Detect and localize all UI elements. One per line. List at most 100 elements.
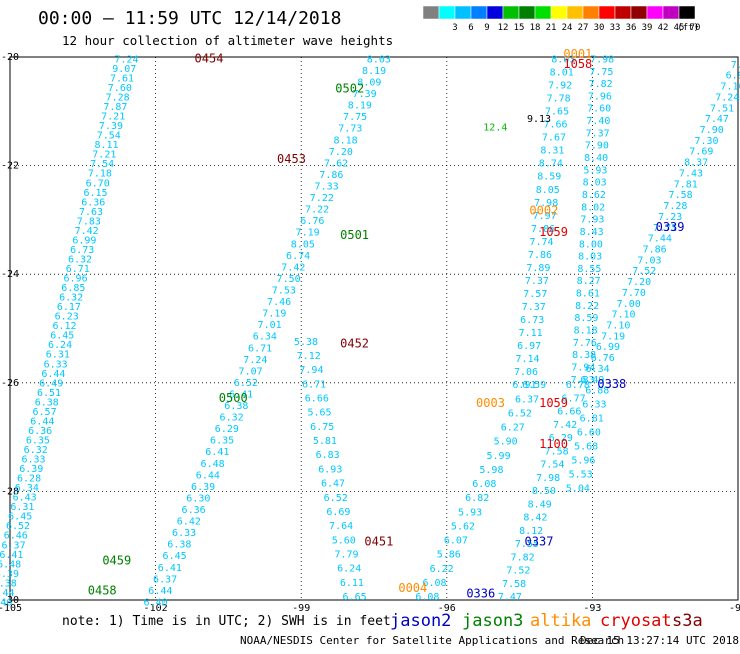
swh-legend: 3 6 9 12 15 18 21 24 27 30 33 36 39 42 45 70(ft) [422,5,700,33]
pass-labels: 0454 0502 0453 0501 0452 0500 0451 0459 0458 0001… [88,47,685,600]
legend-swatch [566,5,584,20]
swh-value: 6.48 [201,459,225,470]
swh-value: 7.28 [106,93,130,104]
swh-value: 8.59 [574,313,598,324]
swh-value: 6.24 [48,340,72,351]
pass-time-label: 0452 [340,337,369,351]
swh-value: 8.18 [574,326,598,337]
special-markers: 9.13 12.4 [483,114,551,133]
swh-value: 7.97 [533,211,557,222]
swh-value: 6.15 [83,188,107,199]
swh-value: 7.75 [589,67,613,78]
swh-value: 7.82 [589,79,613,90]
swh-value: 7.39 [353,89,377,100]
lon-tick-label: -93 [583,603,601,614]
swh-value: 7.19 [296,228,320,239]
note-text: note: 1) Time is in UTC; 2) SWH is in fe… [62,614,391,629]
swh-value: 8.09 [357,78,381,89]
swh-value: 6.71 [302,379,326,390]
swh-value: 7.96 [588,91,612,102]
swh-value: 6.41 [158,563,182,574]
pass-time-label: 0458 [88,584,117,598]
legend-label: 15 [514,23,525,33]
swh-value: 8.38 [572,350,596,361]
swh-value: 7.54 [97,131,121,142]
swh-value: 7.83 [571,375,595,386]
swh-value: 5.93 [583,165,607,176]
swh-value: 8.03 [583,178,607,189]
swh-value: 6.51 [37,388,61,399]
swh-value: 5.90 [494,437,518,448]
lat-tick-label: -30 [1,595,19,606]
swh-value: 7.86 [528,250,552,261]
swh-value: 5.62 [451,521,475,532]
pass-time-label: 1100 [539,437,568,451]
swh-value: 6.74 [286,251,310,262]
swh-value: 6.52 [324,493,348,504]
swh-value: 7.57 [523,289,547,300]
swh-value: 7.62 [324,158,348,169]
swh-value: 6.07 [444,536,468,547]
swh-value: 6.12 [52,321,76,332]
lat-tick-label: -26 [1,378,19,389]
swh-value: 7.86 [531,224,555,235]
swh-value: 8.42 [523,513,547,524]
swh-value: 5.38 [294,337,318,348]
swh-value: 8.01 [550,67,574,78]
pass-time-label: 0004 [398,581,427,595]
credit-time: Dec 15 13:27:14 UTC 2018 [580,634,739,647]
pass-time-label: 0500 [219,391,248,405]
swh-value: 7.19 [601,331,625,342]
swh-value: 6.33 [44,359,68,370]
swh-value: 7.24 [715,92,739,103]
swh-value: 8.62 [582,190,606,201]
swh-value: 7.39 [99,121,123,132]
swh-value: 6.93 [318,464,342,475]
swh-value: 9.07 [112,64,136,75]
swh-value: 7.06 [514,367,538,378]
map-title: 00:00 — 11:59 UTC 12/14/2018 [38,8,341,29]
swh-value: 7.87 [103,102,127,113]
swh-value: 6.37 [153,574,177,585]
swh-value: 8.05 [536,185,560,196]
legend-label: 6 [468,23,473,33]
swh-value: 6.38 [167,540,191,551]
swh-value: 6.65 [343,592,367,603]
lon-tick-label: -102 [144,603,168,614]
swh-value: 6.35 [26,435,50,446]
swh-value: 7.00 [617,299,641,310]
pass-time-label: 1059 [539,225,568,239]
swh-value: 6.48 [0,559,21,570]
swh-value: 6.99 [596,342,620,353]
satellite-name: altika [530,611,591,631]
lat-tick-label: -22 [1,161,19,172]
pass-time-label: 0002 [529,203,558,217]
swh-value: 6.46 [0,597,12,608]
pass-time-label: 0337 [525,535,554,549]
swh-value: 6.49 [39,378,63,389]
swh-value: 7.92 [548,80,572,91]
swh-value: 6.33 [582,400,606,411]
swh-value: 7.24 [114,54,138,65]
swh-value: 6.60 [577,428,601,439]
swh-value: 6.29 [215,424,239,435]
swh-value: 6.45 [163,551,187,562]
swh-value: 7.76 [573,338,597,349]
legend-swatch [550,5,568,20]
swh-value: 6.32 [220,413,244,424]
swh-value: 6.45 [8,512,32,523]
swh-value: 8.00 [579,239,603,250]
swh-value: 7.64 [329,521,353,532]
swh-value: 8.02 [581,202,605,213]
pass-time-label: 0451 [364,535,393,549]
legend-swatch [470,5,488,20]
swh-value: 7.93 [580,215,604,226]
swh-value: 7.65 [545,107,569,118]
legend-label: 39 [642,23,653,33]
swh-value: 6.73 [70,245,94,256]
swh-value: 7.75 [343,112,367,123]
swh-value: 7.11 [519,328,543,339]
swh-value: 8.50 [532,486,556,497]
swh-value: 7.66 [543,120,567,131]
